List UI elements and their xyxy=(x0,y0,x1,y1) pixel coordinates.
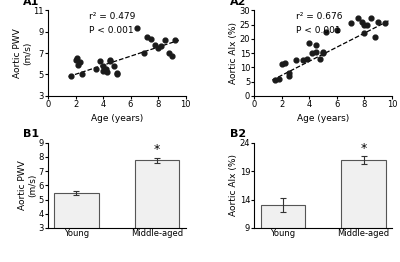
Point xyxy=(74,56,80,61)
Point xyxy=(323,30,329,34)
Point xyxy=(286,74,292,78)
Point xyxy=(375,20,382,24)
Text: A1: A1 xyxy=(23,0,40,7)
Text: B1: B1 xyxy=(23,129,39,139)
Bar xyxy=(135,160,179,262)
Point xyxy=(304,57,310,61)
Point xyxy=(100,69,106,73)
Point xyxy=(282,61,288,65)
Point xyxy=(313,50,320,54)
X-axis label: Age (years): Age (years) xyxy=(297,114,349,123)
Point xyxy=(134,25,141,30)
Point xyxy=(276,77,282,81)
Point xyxy=(382,21,388,25)
Point xyxy=(100,64,106,68)
Bar xyxy=(54,193,99,262)
Point xyxy=(299,58,306,62)
Point xyxy=(158,43,164,48)
Point xyxy=(111,64,117,68)
Point xyxy=(79,72,86,77)
Text: P < 0.001: P < 0.001 xyxy=(89,26,134,35)
Text: r² = 0.479: r² = 0.479 xyxy=(89,12,136,21)
Point xyxy=(361,23,368,27)
Point xyxy=(72,57,79,62)
Point xyxy=(107,57,113,62)
Point xyxy=(320,51,326,55)
Text: *: * xyxy=(360,142,367,155)
Point xyxy=(155,46,161,50)
Point xyxy=(292,58,299,62)
Point xyxy=(317,57,324,61)
X-axis label: Age (years): Age (years) xyxy=(91,114,143,123)
Point xyxy=(171,38,178,42)
Bar xyxy=(341,160,386,262)
Y-axis label: Aortic PWV
(m/s): Aortic PWV (m/s) xyxy=(12,28,32,78)
Point xyxy=(76,59,83,64)
Point xyxy=(104,70,110,74)
Point xyxy=(141,51,148,55)
Point xyxy=(75,63,82,67)
Point xyxy=(148,37,154,41)
Point xyxy=(313,42,320,47)
Point xyxy=(364,23,370,27)
Point xyxy=(309,51,315,55)
Point xyxy=(348,21,354,25)
Point xyxy=(152,42,158,47)
Bar xyxy=(261,205,305,262)
Text: A2: A2 xyxy=(230,0,246,7)
Y-axis label: Aortic PWV
(m/s): Aortic PWV (m/s) xyxy=(18,160,37,210)
Point xyxy=(114,72,120,77)
Y-axis label: Aortic AIx (%): Aortic AIx (%) xyxy=(229,22,238,84)
Point xyxy=(114,71,120,75)
Point xyxy=(102,67,109,71)
Point xyxy=(368,15,374,20)
Point xyxy=(272,78,278,82)
Point xyxy=(361,31,368,35)
Point xyxy=(166,51,172,55)
Text: *: * xyxy=(154,143,160,156)
Text: P < 0.001: P < 0.001 xyxy=(296,26,340,35)
Point xyxy=(334,28,340,32)
Point xyxy=(286,71,292,75)
Point xyxy=(169,54,175,58)
Point xyxy=(306,41,313,45)
Text: r² = 0.676: r² = 0.676 xyxy=(296,12,342,21)
Point xyxy=(144,35,150,39)
Point xyxy=(68,73,74,78)
Point xyxy=(107,58,113,63)
Y-axis label: Aortic AIx (%): Aortic AIx (%) xyxy=(229,154,238,216)
Point xyxy=(372,35,379,40)
Text: B2: B2 xyxy=(230,129,246,139)
Point xyxy=(354,15,361,20)
Point xyxy=(358,20,365,24)
Point xyxy=(162,38,168,42)
Point xyxy=(320,50,326,54)
Point xyxy=(93,67,99,71)
Point xyxy=(97,58,104,63)
Point xyxy=(279,62,285,67)
